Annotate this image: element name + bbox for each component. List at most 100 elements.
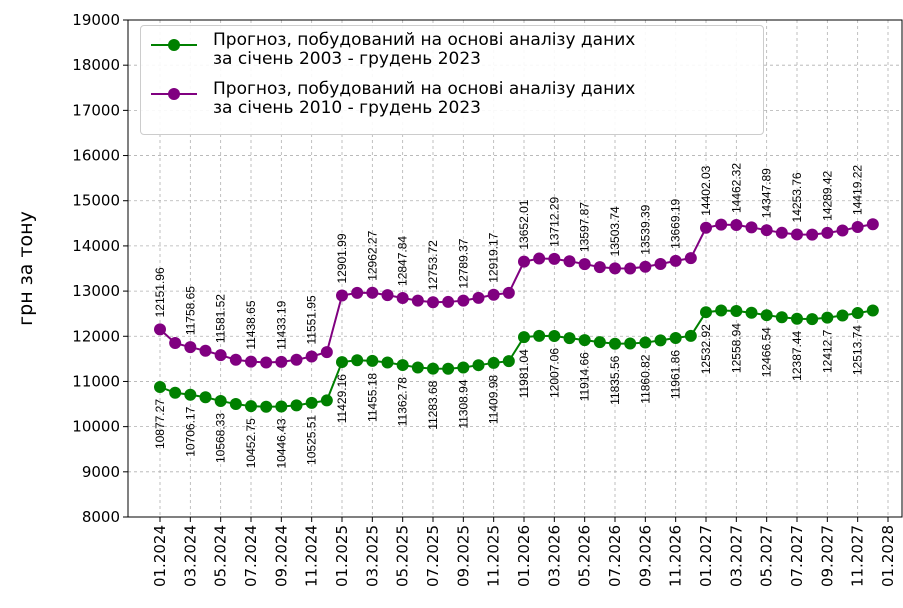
- data-point: [684, 252, 697, 265]
- data-label: 12919.17: [487, 232, 501, 282]
- data-label: 13597.87: [578, 202, 592, 252]
- x-tick-label: 09.2026: [636, 525, 654, 587]
- data-point: [775, 226, 788, 239]
- data-point: [563, 255, 576, 268]
- x-tick-label: 03.2027: [727, 525, 745, 587]
- data-point: [229, 353, 242, 366]
- legend-label: Прогноз, побудований на основі аналізу д…: [213, 79, 636, 118]
- data-label: 12532.92: [699, 324, 713, 374]
- legend-swatch: [151, 88, 197, 100]
- data-point: [457, 294, 470, 307]
- data-point: [351, 354, 364, 367]
- y-tick-label: 17000: [72, 101, 120, 119]
- x-tick-label: 01.2025: [333, 525, 351, 587]
- data-point: [791, 312, 803, 325]
- data-label: 12558.94: [729, 323, 743, 373]
- data-point: [609, 262, 621, 275]
- data-label: 11362.78: [396, 377, 410, 426]
- data-label: 11455.18: [365, 373, 379, 422]
- data-point: [154, 380, 166, 393]
- data-point: [593, 261, 606, 274]
- data-label: 12412.7: [820, 329, 834, 373]
- data-label: 11758.65: [183, 286, 197, 335]
- legend-label: Прогноз, побудований на основі аналізу д…: [213, 30, 636, 69]
- data-label: 13503.74: [608, 206, 622, 256]
- data-label: 11283.68: [426, 380, 440, 429]
- data-point: [351, 286, 364, 299]
- data-point: [245, 400, 257, 413]
- data-point: [851, 307, 864, 320]
- data-point: [366, 286, 379, 299]
- data-point: [457, 361, 470, 374]
- data-point: [502, 286, 515, 299]
- x-tick-label: 11.2026: [667, 525, 685, 587]
- x-tick-label: 11.2024: [303, 525, 321, 587]
- data-label: 14462.32: [729, 163, 743, 213]
- data-point: [669, 331, 682, 344]
- x-tick-label: 05.2027: [758, 525, 776, 587]
- data-label: 11409.98: [487, 375, 501, 424]
- data-point: [654, 334, 667, 347]
- x-tick-label: 05.2025: [394, 525, 412, 587]
- data-label: 14402.03: [699, 165, 713, 215]
- data-point: [260, 400, 273, 413]
- y-tick-label: 9000: [82, 463, 120, 481]
- data-point: [381, 289, 394, 302]
- x-tick-label: 09.2027: [818, 525, 836, 587]
- data-label: 13539.39: [638, 204, 652, 254]
- data-label: 12007.06: [547, 348, 561, 398]
- data-point: [396, 291, 409, 304]
- y-tick-label: 10000: [72, 418, 120, 436]
- data-point: [791, 228, 803, 241]
- data-point: [745, 306, 758, 319]
- data-point: [866, 218, 879, 231]
- data-label: 11981.04: [517, 349, 531, 398]
- data-label: 10446.43: [274, 418, 288, 468]
- data-point: [229, 398, 242, 411]
- data-point: [548, 252, 561, 265]
- data-label: 10877.27: [153, 399, 167, 449]
- data-point: [502, 355, 515, 368]
- y-tick-label: 16000: [72, 147, 120, 165]
- data-label: 11429.16: [335, 374, 349, 423]
- data-label: 14253.76: [790, 172, 804, 222]
- data-label: 10525.51: [305, 415, 319, 465]
- x-tick-label: 07.2024: [242, 525, 260, 587]
- data-label: 11581.52: [214, 294, 228, 343]
- data-point: [851, 220, 864, 233]
- data-point: [214, 394, 227, 407]
- data-point: [245, 355, 257, 368]
- data-point: [366, 354, 379, 367]
- data-point: [624, 337, 637, 350]
- data-point: [760, 224, 773, 237]
- legend: Прогноз, побудований на основі аналізу д…: [140, 25, 764, 135]
- y-tick-label: 8000: [82, 508, 120, 526]
- x-tick-label: 07.2026: [606, 525, 624, 587]
- data-point: [593, 336, 606, 349]
- data-point: [533, 252, 546, 265]
- data-point: [411, 361, 424, 374]
- x-tick-label: 03.2024: [181, 525, 199, 587]
- data-point: [730, 305, 743, 318]
- data-point: [730, 219, 743, 232]
- data-label: 10452.75: [244, 418, 258, 468]
- data-label: 11835.56: [608, 355, 622, 404]
- x-tick-label: 09.2024: [272, 525, 290, 587]
- data-label: 12789.37: [456, 238, 470, 288]
- plot-frame: [127, 19, 903, 518]
- x-tick-label: 01.2024: [151, 525, 169, 587]
- data-label: 11433.19: [274, 300, 288, 349]
- data-label: 12847.84: [396, 236, 410, 286]
- data-point: [518, 331, 530, 344]
- data-point: [427, 296, 439, 309]
- data-point: [184, 341, 197, 354]
- y-tick-label: 18000: [72, 56, 120, 74]
- data-point: [320, 394, 333, 407]
- x-tick-label: 07.2027: [788, 525, 806, 587]
- data-point: [715, 218, 728, 231]
- data-point: [487, 288, 500, 301]
- data-point: [487, 356, 500, 369]
- data-point: [169, 337, 182, 350]
